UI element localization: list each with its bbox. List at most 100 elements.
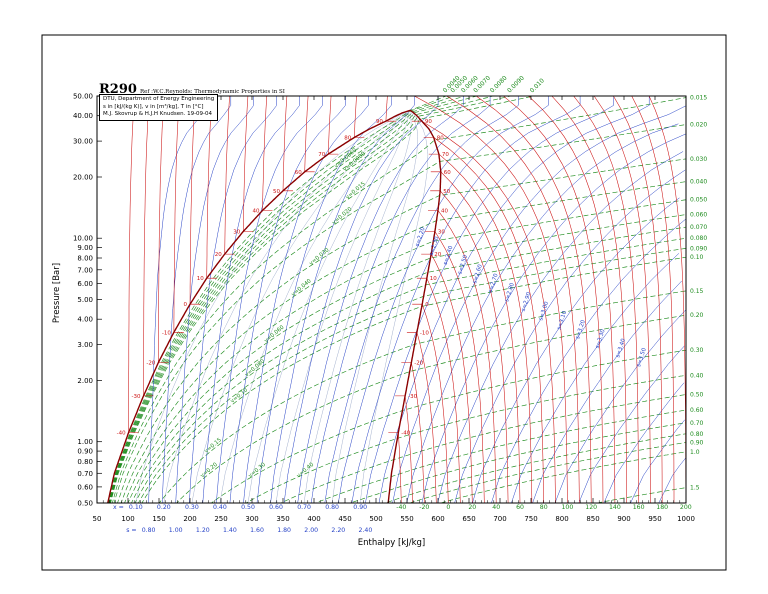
svg-text:s=2.50: s=2.50 — [457, 254, 469, 275]
svg-text:0.070: 0.070 — [690, 224, 707, 231]
svg-text:650: 650 — [462, 515, 475, 523]
svg-text:700: 700 — [493, 515, 506, 523]
svg-text:s =: s = — [126, 527, 136, 534]
svg-text:v=0.020: v=0.020 — [331, 206, 353, 226]
svg-text:0.90: 0.90 — [690, 440, 704, 447]
svg-text:0.70: 0.70 — [690, 420, 704, 427]
svg-text:s=2.20: s=2.20 — [415, 226, 427, 247]
svg-text:2.20: 2.20 — [331, 527, 345, 534]
svg-text:v=0.015: v=0.015 — [345, 181, 367, 201]
svg-text:4.00: 4.00 — [77, 316, 93, 324]
svg-text:20.00: 20.00 — [73, 174, 93, 182]
svg-text:0.40: 0.40 — [690, 372, 704, 379]
svg-text:s=3.30: s=3.30 — [595, 328, 607, 349]
svg-text:1.60: 1.60 — [250, 527, 264, 534]
svg-text:1.20: 1.20 — [196, 527, 210, 534]
svg-text:s=2.80: s=2.80 — [504, 282, 516, 303]
svg-text:0.80: 0.80 — [690, 431, 704, 438]
svg-text:0.40: 0.40 — [213, 504, 227, 511]
info-line-1: DTU, Department of Energy Engineering — [103, 96, 215, 102]
refrigerant-title: R290 — [99, 82, 137, 97]
svg-text:0.15: 0.15 — [690, 288, 704, 295]
svg-text:80: 80 — [437, 135, 444, 141]
svg-text:160: 160 — [633, 504, 645, 511]
svg-text:80: 80 — [540, 504, 548, 511]
svg-text:40: 40 — [253, 208, 260, 214]
svg-text:1.00: 1.00 — [77, 438, 93, 446]
svg-text:x =: x = — [113, 504, 124, 511]
svg-text:0.60: 0.60 — [269, 504, 283, 511]
svg-text:0.0090: 0.0090 — [506, 74, 526, 94]
svg-text:0.10: 0.10 — [690, 254, 704, 261]
svg-text:0.0080: 0.0080 — [489, 74, 509, 94]
svg-text:1.5: 1.5 — [690, 485, 700, 492]
svg-text:30: 30 — [233, 229, 240, 235]
svg-text:5.00: 5.00 — [77, 296, 93, 304]
svg-text:0.80: 0.80 — [77, 458, 93, 466]
svg-text:s=3.10: s=3.10 — [556, 310, 568, 331]
svg-text:-20: -20 — [146, 361, 155, 367]
svg-text:v=0.060: v=0.060 — [263, 324, 285, 344]
svg-text:2.00: 2.00 — [304, 527, 318, 534]
svg-text:0.020: 0.020 — [690, 122, 707, 129]
svg-text:0.20: 0.20 — [690, 312, 704, 319]
svg-text:3.00: 3.00 — [77, 341, 93, 349]
svg-text:1.40: 1.40 — [223, 527, 237, 534]
svg-text:v=0.040: v=0.040 — [291, 278, 313, 298]
svg-text:100: 100 — [121, 515, 134, 523]
svg-text:2.40: 2.40 — [359, 527, 373, 534]
svg-text:10.00: 10.00 — [73, 235, 93, 243]
svg-text:0.080: 0.080 — [690, 235, 707, 242]
svg-text:0.80: 0.80 — [142, 527, 156, 534]
svg-text:0: 0 — [184, 302, 188, 308]
reference-note: Ref :W.C.Reynolds: Thermodynamic Propert… — [139, 89, 285, 95]
svg-text:10: 10 — [430, 276, 437, 282]
svg-text:7.00: 7.00 — [77, 266, 93, 274]
svg-text:s=3.40: s=3.40 — [615, 338, 627, 359]
svg-text:20: 20 — [434, 252, 441, 258]
svg-text:0.10: 0.10 — [129, 504, 143, 511]
info-line-3: M.J. Skovrup & H.J.H Knudsen. 19-09-04 — [103, 111, 213, 118]
svg-text:s=3.20: s=3.20 — [575, 319, 587, 340]
svg-text:s=2.70: s=2.70 — [488, 273, 500, 294]
svg-text:v=0.10: v=0.10 — [230, 387, 250, 405]
svg-text:0.60: 0.60 — [690, 407, 704, 414]
svg-text:80: 80 — [344, 135, 351, 141]
svg-text:450: 450 — [338, 515, 351, 523]
svg-text:40: 40 — [492, 504, 500, 511]
svg-text:60: 60 — [444, 170, 451, 176]
y-axis-title: Pressure [Bar] — [52, 262, 62, 324]
svg-text:350: 350 — [276, 515, 289, 523]
svg-text:50.00: 50.00 — [73, 93, 93, 101]
svg-text:50: 50 — [93, 515, 102, 523]
svg-text:v=0.15: v=0.15 — [204, 437, 224, 455]
svg-text:20: 20 — [468, 504, 476, 511]
svg-text:150: 150 — [152, 515, 165, 523]
svg-text:70: 70 — [442, 152, 449, 158]
svg-text:40: 40 — [441, 208, 448, 214]
svg-text:9.00: 9.00 — [77, 244, 93, 252]
x-axis-title: Enthalpy [kJ/kg] — [357, 538, 426, 548]
svg-text:-10: -10 — [162, 330, 171, 336]
svg-text:1000: 1000 — [677, 515, 695, 523]
svg-text:s=2.90: s=2.90 — [521, 291, 533, 312]
svg-text:1.00: 1.00 — [169, 527, 183, 534]
svg-text:-40: -40 — [401, 431, 410, 437]
svg-text:0.050: 0.050 — [690, 197, 707, 204]
svg-text:v=0.030: v=0.030 — [308, 247, 330, 267]
svg-text:0.060: 0.060 — [690, 212, 707, 219]
svg-text:0.20: 0.20 — [157, 504, 171, 511]
svg-text:90: 90 — [376, 119, 383, 125]
svg-text:10: 10 — [197, 276, 204, 282]
svg-text:v=0.30: v=0.30 — [248, 461, 268, 479]
svg-text:0.040: 0.040 — [690, 179, 707, 186]
svg-text:750: 750 — [524, 515, 537, 523]
svg-text:0.50: 0.50 — [690, 392, 704, 399]
svg-text:s=2.40: s=2.40 — [443, 245, 455, 266]
info-box: DTU, Department of Energy Engineering s … — [99, 94, 219, 121]
svg-text:500: 500 — [369, 515, 382, 523]
svg-text:1.80: 1.80 — [277, 527, 291, 534]
info-line-2: s in [kJ/(kg K)], v in [m³/kg], T in [°C… — [103, 103, 204, 110]
